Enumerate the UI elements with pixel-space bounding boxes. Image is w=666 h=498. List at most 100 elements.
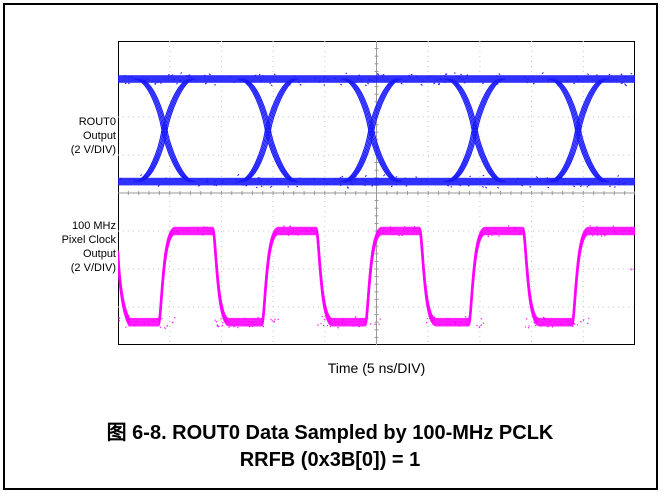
pclk-noise [487, 233, 490, 236]
rout0-noise [346, 187, 349, 189]
pclk-noise [151, 320, 154, 323]
pclk-noise [343, 322, 346, 326]
pclk-noise [547, 326, 549, 328]
pclk-noise [133, 324, 136, 327]
rout0-noise [593, 177, 596, 180]
rout0-noise [368, 78, 371, 81]
rout0-noise [457, 77, 460, 80]
pclk-noise [487, 235, 490, 238]
rout0-rising-transition [345, 78, 403, 183]
rout0-noise [355, 178, 358, 181]
pclk-noise [341, 321, 344, 324]
pclk-noise [159, 326, 162, 328]
pclk-noise [320, 322, 322, 325]
rout0-rising-transition [239, 78, 297, 183]
rout0-noise [303, 80, 307, 83]
rout0-noise [364, 180, 367, 183]
rout0-noise [318, 80, 321, 83]
rout0-rising-transition [550, 78, 608, 183]
rout0-noise [608, 80, 611, 82]
pclk-noise [143, 321, 146, 324]
rout0-noise [577, 80, 579, 83]
rout0-noise [546, 177, 549, 179]
rout0-noise [618, 183, 621, 186]
rout0-noise [459, 184, 462, 187]
pclk-noise [243, 317, 246, 320]
rout0-noise [415, 176, 418, 178]
pclk-noise [329, 325, 332, 328]
rout0-noise [378, 180, 381, 182]
rout0-noise [254, 74, 257, 77]
pclk-noise [613, 227, 616, 230]
pclk-noise [337, 326, 340, 329]
rout0-noise [123, 74, 126, 77]
caption-line-2: RRFB (0x3B[0]) = 1 [239, 449, 421, 471]
pclk-noise [382, 229, 385, 232]
rout0-noise [364, 84, 367, 87]
pclk-noise [432, 319, 435, 322]
pclk-noise [280, 233, 283, 236]
rout0-noise [180, 72, 183, 74]
rout0-noise [140, 174, 143, 177]
rout0-noise [516, 177, 519, 180]
pclk-noise [414, 227, 417, 230]
rout0-noise [245, 184, 248, 187]
rout0-noise [573, 82, 576, 85]
pclk-noise [291, 231, 294, 234]
rout0-noise [242, 184, 245, 186]
pclk-noise [534, 324, 537, 327]
pclk-noise [352, 325, 355, 328]
rout0-noise [527, 78, 529, 80]
rout0-noise [167, 73, 170, 76]
rout0-noise [157, 81, 160, 84]
rout0-noise [371, 185, 374, 187]
rout0-noise [339, 83, 343, 86]
rout0-noise [541, 72, 544, 75]
rout0-noise [178, 79, 182, 82]
rout0-noise [160, 82, 162, 84]
pclk-noise [379, 318, 382, 320]
rout0-label-line-2: Output [82, 130, 116, 142]
pclk-noise [337, 321, 340, 324]
oscilloscope-plot: ← [118, 41, 635, 345]
pclk-noise [306, 230, 309, 233]
pclk-label-line-3: Output [82, 248, 116, 260]
rout0-noise [339, 176, 342, 179]
pclk-noise [147, 318, 150, 322]
rout0-noise [620, 73, 623, 76]
rout0-noise [620, 82, 623, 85]
pclk-noise [317, 324, 319, 326]
rout0-noise [615, 78, 618, 81]
pclk-noise [391, 228, 394, 231]
pclk-noise [201, 234, 204, 236]
rout0-noise [361, 177, 364, 180]
rout0-noise [208, 73, 211, 76]
pclk-noise [226, 320, 229, 323]
pclk-noise [221, 324, 224, 327]
pclk-noise [536, 320, 539, 323]
rout0-noise [587, 73, 590, 75]
pclk-noise [118, 317, 121, 320]
rout0-label-line-1: ROUT0 [78, 116, 116, 128]
pclk-noise [273, 321, 275, 323]
rout0-noise [133, 178, 135, 181]
rout0-noise [190, 76, 193, 79]
rout0-noise [157, 184, 160, 188]
pclk-noise [366, 317, 369, 320]
rout0-noise [535, 176, 539, 179]
rout0-noise [260, 185, 263, 188]
pclk-label-line-2: Pixel Clock [61, 234, 116, 246]
rout0-noise [438, 82, 441, 85]
rout0-noise [312, 178, 316, 181]
pclk-noise [413, 228, 416, 231]
rout0-noise [433, 82, 436, 85]
pclk-noise [233, 325, 235, 328]
pclk-noise [527, 326, 530, 329]
rout0-noise [273, 73, 276, 76]
rout0-noise [334, 77, 337, 80]
rout0-noise [374, 177, 378, 180]
rout0-noise [457, 183, 460, 186]
pclk-noise [166, 324, 169, 327]
rout0-noise [410, 73, 413, 76]
pclk-label-line-4: (2 V/DIV) [70, 262, 116, 274]
